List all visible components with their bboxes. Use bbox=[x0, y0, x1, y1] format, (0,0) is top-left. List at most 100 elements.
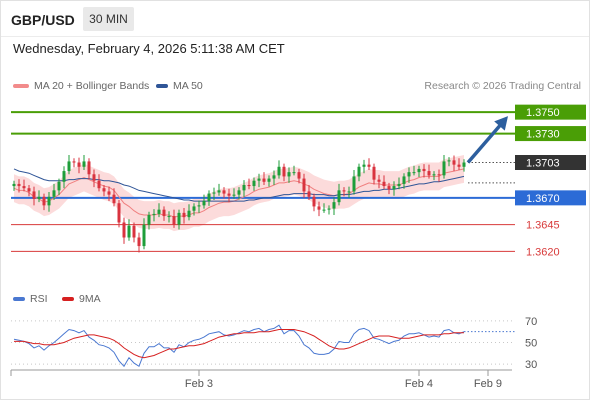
candle-body bbox=[97, 180, 101, 189]
candle-body bbox=[422, 168, 426, 172]
candle-body bbox=[192, 206, 196, 211]
candle-body bbox=[312, 196, 316, 207]
candle-body bbox=[182, 212, 186, 218]
candle-body bbox=[457, 164, 461, 167]
candle-body bbox=[307, 191, 311, 197]
candle-body bbox=[232, 194, 236, 196]
level-label-1.3670: 1.3670 bbox=[526, 193, 560, 205]
candle-body bbox=[177, 212, 181, 225]
candle-body bbox=[112, 194, 116, 204]
current-price-label: 1.3703 bbox=[526, 158, 560, 170]
timeframe-button[interactable]: 30 MIN bbox=[83, 7, 134, 31]
candle-body bbox=[407, 172, 411, 177]
level-label-1.3620: 1.3620 bbox=[526, 246, 560, 258]
candle-body bbox=[172, 216, 176, 225]
candle-body bbox=[57, 181, 61, 191]
timestamp-label: Wednesday, February 4, 2026 5:11:38 AM C… bbox=[13, 41, 285, 56]
candle-body bbox=[317, 206, 321, 210]
candle-body bbox=[437, 174, 441, 176]
candle-body bbox=[252, 180, 256, 187]
candle-body bbox=[197, 205, 201, 207]
candle-body bbox=[372, 166, 376, 180]
candle-body bbox=[242, 185, 246, 191]
candle-body bbox=[352, 176, 356, 192]
rsi-tick-50: 50 bbox=[525, 338, 537, 350]
candle-body bbox=[32, 191, 36, 199]
candle-body bbox=[282, 166, 286, 177]
candle-body bbox=[47, 196, 51, 206]
candle-body bbox=[132, 225, 136, 238]
candle-body bbox=[447, 160, 451, 162]
candle-body bbox=[127, 225, 131, 238]
candle-body bbox=[397, 183, 401, 187]
current-price-badge bbox=[515, 155, 586, 170]
level-label-1.3645: 1.3645 bbox=[526, 220, 560, 232]
candle-body bbox=[357, 166, 361, 177]
candle-body bbox=[367, 164, 371, 167]
candle-body bbox=[87, 161, 91, 175]
rsi-line bbox=[13, 324, 465, 368]
candle-body bbox=[362, 164, 366, 167]
candle-body bbox=[227, 193, 231, 196]
candle-body bbox=[382, 181, 386, 187]
ma20-swatch bbox=[13, 84, 29, 89]
candle-body bbox=[142, 224, 146, 247]
rsi-9ma-line bbox=[14, 329, 464, 359]
rsi-tick-30: 30 bbox=[525, 359, 537, 371]
candle-body bbox=[387, 186, 391, 190]
candle-body bbox=[107, 191, 111, 195]
candle-body bbox=[52, 190, 56, 197]
9ma-swatch bbox=[62, 297, 74, 302]
candle-body bbox=[102, 188, 106, 192]
level-badge-1.3750 bbox=[515, 104, 586, 120]
candle-body bbox=[342, 190, 346, 192]
candle-body bbox=[162, 209, 166, 217]
candle-body bbox=[452, 160, 456, 165]
rsi-legend-label: RSI bbox=[30, 293, 48, 305]
candle-body bbox=[82, 161, 86, 167]
candle-body bbox=[122, 222, 126, 238]
candle-body bbox=[417, 168, 421, 173]
candle-body bbox=[442, 161, 446, 176]
level-badge-1.3670 bbox=[515, 190, 586, 206]
candle-body bbox=[212, 192, 216, 194]
candle-body bbox=[152, 213, 156, 215]
candle-body bbox=[432, 174, 436, 176]
candle-body bbox=[402, 176, 406, 184]
candle-body bbox=[347, 191, 351, 193]
candle-body bbox=[217, 190, 221, 193]
legend-item-ma20: MA 20 + Bollinger Bands bbox=[13, 80, 149, 92]
candle-body bbox=[277, 166, 281, 176]
level-label-1.3750: 1.3750 bbox=[526, 107, 560, 119]
level-label-1.3730: 1.3730 bbox=[526, 129, 560, 141]
candle-body bbox=[377, 179, 381, 182]
time-tick-label: Feb 9 bbox=[474, 378, 502, 390]
candle-body bbox=[287, 172, 291, 177]
candle-body bbox=[222, 190, 226, 194]
candles-group bbox=[12, 155, 466, 253]
candle-body bbox=[337, 190, 341, 203]
candle-body bbox=[272, 175, 276, 179]
candle-body bbox=[187, 210, 191, 218]
candle-body bbox=[202, 201, 206, 206]
candle-body bbox=[462, 162, 466, 167]
candle-body bbox=[167, 216, 171, 218]
candle-body bbox=[27, 188, 31, 192]
legend-item-rsi: RSI bbox=[13, 293, 48, 305]
candle-body bbox=[327, 208, 331, 210]
candle-body bbox=[257, 178, 261, 181]
candle-body bbox=[392, 186, 396, 190]
candle-body bbox=[157, 209, 161, 214]
candle-body bbox=[207, 193, 211, 202]
ma50-legend-label: MA 50 bbox=[173, 80, 203, 92]
candle-body bbox=[237, 190, 241, 195]
candle-body bbox=[62, 171, 66, 182]
candle-body bbox=[37, 196, 41, 199]
candle-body bbox=[67, 161, 71, 172]
candle-body bbox=[412, 172, 416, 174]
header-bar: GBP/USD 30 MIN bbox=[1, 1, 589, 37]
symbol-label: GBP/USD bbox=[11, 12, 75, 28]
candle-body bbox=[12, 183, 16, 187]
candle-body bbox=[247, 185, 251, 187]
candle-body bbox=[22, 186, 26, 189]
